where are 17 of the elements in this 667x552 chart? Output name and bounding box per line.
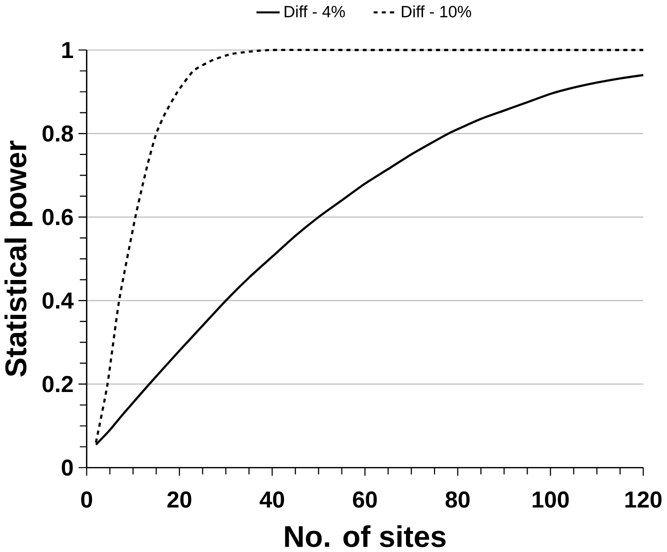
y-tick-label: 0.4	[42, 292, 74, 309]
x-tick-label: 80	[446, 492, 470, 508]
x-tick-label: 120	[625, 492, 662, 508]
y-tick-label: 0.6	[42, 209, 73, 226]
legend-label: Diff - 4%	[284, 6, 345, 18]
x-tick-label: 0	[81, 492, 92, 508]
y-tick-label: 0.8	[42, 126, 74, 142]
legend-label: Diff - 10%	[402, 6, 472, 18]
x-tick-label: 60	[352, 492, 377, 508]
x-axis-title: No. of sites	[285, 525, 446, 548]
x-tick-label: 20	[167, 492, 192, 508]
x-tick-label: 100	[532, 492, 569, 508]
y-tick-label: 0.2	[42, 376, 73, 392]
y-axis-title: Statistical power	[4, 140, 32, 377]
y-tick-label: 1	[62, 42, 74, 58]
x-tick-label: 40	[260, 492, 284, 508]
y-tick-label: 0	[62, 460, 73, 476]
